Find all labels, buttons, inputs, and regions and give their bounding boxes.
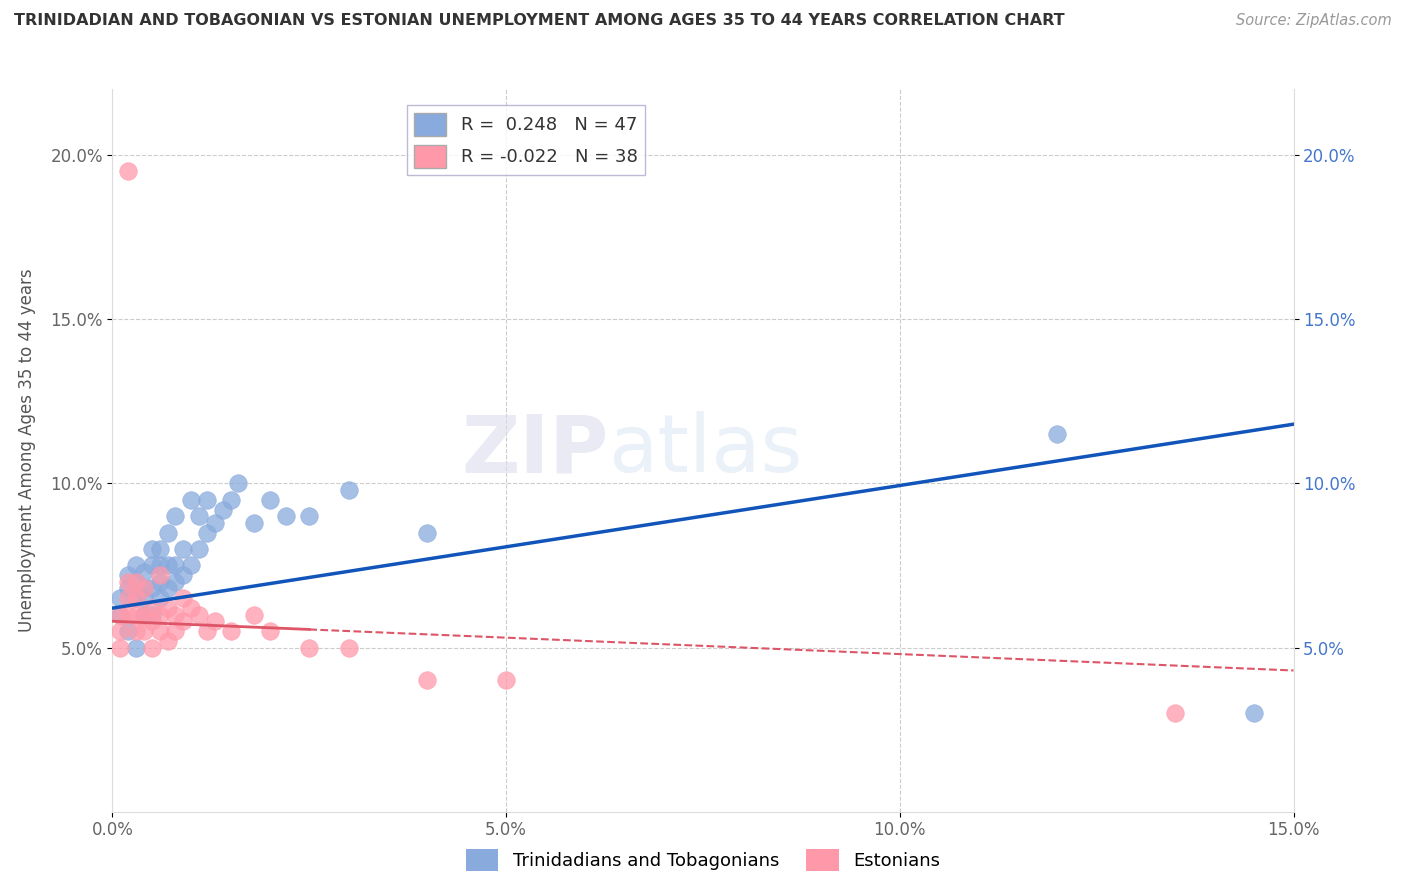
Point	[165, 624, 187, 639]
Point	[125, 591, 148, 606]
Point	[141, 582, 163, 596]
Point	[149, 541, 172, 556]
Point	[117, 164, 139, 178]
Point	[125, 607, 148, 622]
Point	[132, 607, 155, 622]
Point	[149, 591, 172, 606]
Point	[211, 502, 233, 516]
Point	[195, 525, 218, 540]
Point	[149, 624, 172, 639]
Point	[180, 492, 202, 507]
Point	[125, 640, 148, 655]
Point	[298, 640, 321, 655]
Point	[117, 582, 139, 596]
Point	[1164, 706, 1187, 721]
Point	[132, 591, 155, 606]
Point	[110, 607, 132, 622]
Point	[125, 591, 148, 606]
Point	[110, 591, 132, 606]
Point	[156, 601, 179, 615]
Point	[117, 574, 139, 589]
Point	[156, 558, 179, 573]
Point	[149, 574, 172, 589]
Text: TRINIDADIAN AND TOBAGONIAN VS ESTONIAN UNEMPLOYMENT AMONG AGES 35 TO 44 YEARS CO: TRINIDADIAN AND TOBAGONIAN VS ESTONIAN U…	[14, 13, 1064, 29]
Point	[172, 591, 194, 606]
Point	[1243, 706, 1265, 721]
Point	[219, 624, 242, 639]
Point	[141, 614, 163, 628]
Point	[141, 607, 163, 622]
Point	[188, 541, 211, 556]
Point	[243, 516, 266, 530]
Point	[165, 607, 187, 622]
Point	[132, 624, 155, 639]
Point	[141, 601, 163, 615]
Point	[337, 483, 360, 497]
Point	[132, 582, 155, 596]
Point	[416, 525, 439, 540]
Point	[172, 541, 194, 556]
Point	[110, 607, 132, 622]
Point	[195, 492, 218, 507]
Point	[180, 558, 202, 573]
Point	[117, 624, 139, 639]
Point	[149, 568, 172, 582]
Text: Source: ZipAtlas.com: Source: ZipAtlas.com	[1236, 13, 1392, 29]
Point	[204, 516, 226, 530]
Point	[188, 509, 211, 524]
Y-axis label: Unemployment Among Ages 35 to 44 years: Unemployment Among Ages 35 to 44 years	[18, 268, 37, 632]
Point	[132, 565, 155, 579]
Point	[117, 607, 139, 622]
Point	[165, 509, 187, 524]
Point	[125, 558, 148, 573]
Point	[1046, 427, 1069, 442]
Point	[149, 607, 172, 622]
Point	[156, 525, 179, 540]
Point	[204, 614, 226, 628]
Point	[228, 476, 250, 491]
Point	[259, 492, 281, 507]
Point	[165, 574, 187, 589]
Point	[149, 558, 172, 573]
Point	[219, 492, 242, 507]
Text: atlas: atlas	[609, 411, 803, 490]
Point	[110, 640, 132, 655]
Legend: Trinidadians and Tobagonians, Estonians: Trinidadians and Tobagonians, Estonians	[458, 842, 948, 879]
Point	[141, 640, 163, 655]
Point	[132, 607, 155, 622]
Point	[125, 574, 148, 589]
Point	[110, 624, 132, 639]
Point	[165, 558, 187, 573]
Point	[125, 574, 148, 589]
Point	[172, 568, 194, 582]
Point	[298, 509, 321, 524]
Point	[141, 558, 163, 573]
Legend: R =  0.248   N = 47, R = -0.022   N = 38: R = 0.248 N = 47, R = -0.022 N = 38	[406, 105, 645, 176]
Text: ZIP: ZIP	[461, 411, 609, 490]
Point	[495, 673, 517, 688]
Point	[416, 673, 439, 688]
Point	[156, 634, 179, 648]
Point	[132, 582, 155, 596]
Point	[188, 607, 211, 622]
Point	[243, 607, 266, 622]
Point	[274, 509, 297, 524]
Point	[117, 591, 139, 606]
Point	[125, 624, 148, 639]
Point	[259, 624, 281, 639]
Point	[180, 601, 202, 615]
Point	[172, 614, 194, 628]
Point	[141, 541, 163, 556]
Point	[156, 582, 179, 596]
Point	[195, 624, 218, 639]
Point	[337, 640, 360, 655]
Point	[117, 568, 139, 582]
